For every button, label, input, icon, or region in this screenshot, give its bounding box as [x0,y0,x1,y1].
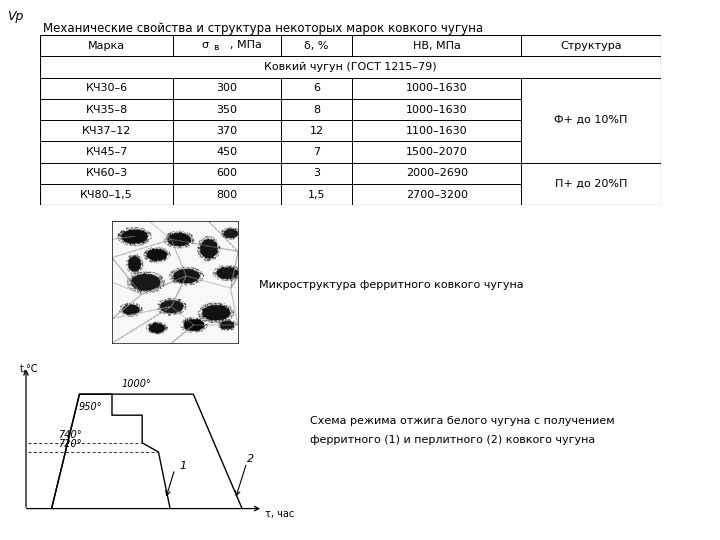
Bar [173,35,281,56]
Text: Механические свойства и структура некоторых марок ковкого чугуна: Механические свойства и структура некото… [43,22,483,35]
Text: 8: 8 [313,105,320,114]
Text: КЧ80–1,5: КЧ80–1,5 [81,190,133,200]
Text: Марка: Марка [88,40,125,51]
Text: 6: 6 [313,83,320,93]
Bar [352,120,521,141]
Text: КЧ35–8: КЧ35–8 [86,105,128,114]
Text: КЧ30–6: КЧ30–6 [86,83,127,93]
Text: ферритного (1) и перлитного (2) ковкого чугуна: ферритного (1) и перлитного (2) ковкого … [310,435,595,445]
Text: 12: 12 [310,126,323,136]
Bar [40,99,173,120]
Bar [281,141,352,163]
Text: НВ, МПа: НВ, МПа [413,40,461,51]
Bar [521,78,661,163]
Text: КЧ37–12: КЧ37–12 [82,126,131,136]
Bar [173,120,281,141]
Text: , МПа: , МПа [230,40,262,50]
Bar [281,78,352,99]
Text: 950°: 950° [79,402,103,412]
Text: в: в [213,43,219,52]
Text: 740°: 740° [58,429,82,440]
Bar [352,141,521,163]
Text: Ковкий чугун (ГОСТ 1215–79): Ковкий чугун (ГОСТ 1215–79) [264,62,437,72]
Text: 600: 600 [217,168,238,178]
Bar [281,35,352,56]
Bar [352,184,521,205]
Bar [40,78,173,99]
Bar [40,184,173,205]
Text: Схема режима отжига белого чугуна с получением: Схема режима отжига белого чугуна с полу… [310,416,614,426]
Bar [281,163,352,184]
Text: 300: 300 [217,83,238,93]
Bar [521,163,661,205]
Bar [40,141,173,163]
Text: 720°: 720° [58,440,82,449]
Text: σ: σ [202,40,209,50]
Bar [173,99,281,120]
Bar [40,35,173,56]
Bar [352,78,521,99]
Text: τ, час: τ, час [266,509,294,519]
Text: 2000–2690: 2000–2690 [406,168,468,178]
Text: 2: 2 [247,454,254,464]
Text: 3: 3 [313,168,320,178]
Text: 370: 370 [216,126,238,136]
Text: П+ до 20%П: П+ до 20%П [555,179,627,189]
Bar [173,141,281,163]
Bar [40,163,173,184]
Bar [281,99,352,120]
Bar [173,184,281,205]
Text: 1500–2070: 1500–2070 [406,147,468,157]
Text: δ, %: δ, % [305,40,329,51]
Text: 450: 450 [216,147,238,157]
Bar [521,35,661,56]
Text: КЧ45–7: КЧ45–7 [86,147,128,157]
Text: Vр: Vр [7,10,24,23]
Text: 1100–1630: 1100–1630 [406,126,467,136]
Text: 7: 7 [313,147,320,157]
Text: 1000–1630: 1000–1630 [406,83,467,93]
Bar [352,99,521,120]
Bar [173,163,281,184]
Text: 350: 350 [217,105,238,114]
Text: 1000°: 1000° [122,379,151,389]
Text: 1: 1 [179,462,186,471]
Bar [40,120,173,141]
Bar [281,120,352,141]
Bar [40,56,661,78]
Text: 1000–1630: 1000–1630 [406,105,467,114]
Text: Микроструктура ферритного ковкого чугуна: Микроструктура ферритного ковкого чугуна [259,280,524,289]
Bar [352,163,521,184]
Text: t,°C: t,°C [20,364,39,374]
Bar [173,78,281,99]
Text: 1,5: 1,5 [308,190,325,200]
Text: КЧ60–3: КЧ60–3 [86,168,127,178]
Bar [352,35,521,56]
Bar [281,184,352,205]
Text: Структура: Структура [560,40,622,51]
Text: 800: 800 [216,190,238,200]
Text: 2700–3200: 2700–3200 [406,190,468,200]
Text: Ф+ до 10%П: Ф+ до 10%П [554,115,628,125]
